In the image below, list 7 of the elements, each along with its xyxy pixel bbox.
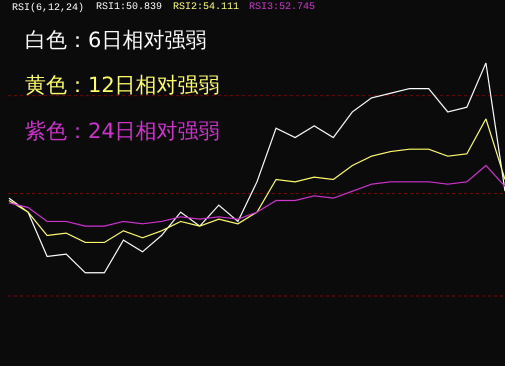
- text: 黄色：12日相对强弱: [25, 73, 220, 97]
- text: RSI(6,12,24): [12, 2, 84, 14]
- text: RSI3:52.745: [249, 2, 316, 13]
- text: 白色：6日相对强弱: [25, 28, 206, 52]
- text: 紫色：24日相对强弱: [25, 119, 220, 143]
- text: RSI1:50.839: [96, 2, 162, 13]
- text: RSI2:54.111: [173, 2, 240, 13]
